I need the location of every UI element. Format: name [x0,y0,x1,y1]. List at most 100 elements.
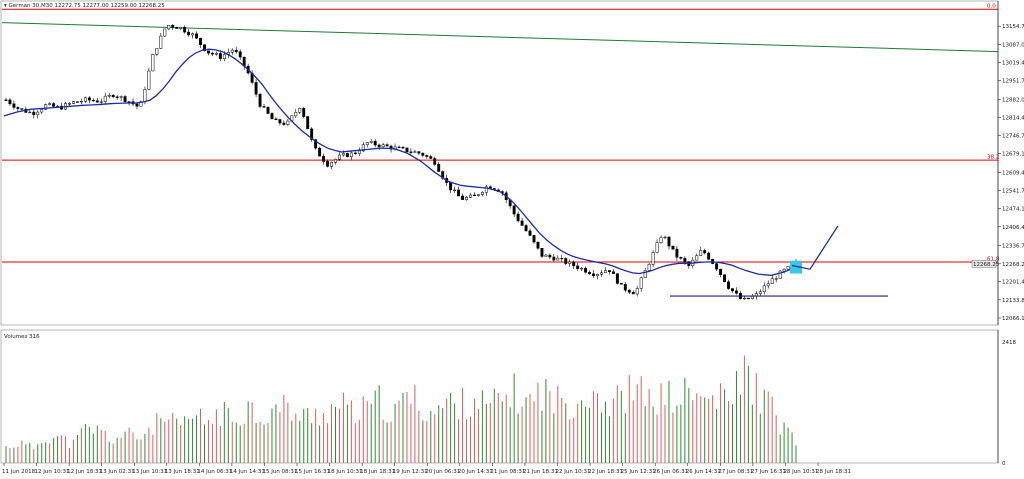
candle-body [528,230,532,236]
candle-body [155,48,159,55]
time-tick-label: 28 Jun 10:31 [783,469,818,475]
candle-body [532,235,536,243]
candle-body [16,107,20,109]
candle-body [218,53,222,59]
candle-body [203,44,206,52]
price-tick-label: 13154.70 [1002,24,1024,30]
candle-body [465,197,468,200]
volume-title: Volumes 316 [4,334,40,340]
candle-body [68,103,71,105]
candle-body [663,236,667,239]
candle-body [338,154,341,160]
candle-body [675,248,679,258]
candle-body [476,194,480,196]
time-tick-label: 18 Jun 10:31 [328,469,363,475]
candle-body [345,153,349,158]
price-tick-label: 12336.75 [1002,243,1024,249]
time-tick-label: 22 Jun 10:31 [556,469,591,475]
candle-body [520,220,524,226]
candle-body [167,24,171,30]
candle-body [127,101,131,103]
candle-body [318,147,322,157]
candle-body [647,263,651,271]
time-tick-label: 12 Jun 10:31 [35,469,70,475]
candle-body [631,291,635,295]
time-tick-label: 27 Jun 08:31 [718,469,753,475]
candle-body [544,254,548,257]
candle-body [330,162,333,167]
candle-body [568,261,572,264]
candle-body [214,53,218,55]
fib-level-label: 0.0 [987,4,996,10]
candle-body [778,270,782,279]
candle-body [409,151,413,153]
moving-average-line [3,48,799,276]
candle-body [604,270,607,274]
candle-body [774,278,778,280]
time-tick-label: 20 Jun 06:31 [425,469,460,475]
price-tick-label: 12474.10 [1002,207,1024,213]
candle-body [715,263,719,270]
candle-body [302,108,306,117]
candle-body [266,106,270,114]
candle-body [199,37,202,45]
price-axis: 13154.70 13087.00 13019.40 12951.75 12882.05… [971,1,1024,325]
candle-body [413,151,417,153]
candle-body [623,283,627,291]
candle-body [381,144,385,148]
candle-body [36,111,40,116]
candle-body [707,252,711,260]
candle-body [4,99,8,101]
candle-body [377,144,381,148]
volume-tick-label: 2418 [1002,340,1016,346]
candle-body [766,283,770,287]
candle-body [421,152,425,156]
candle-body [437,164,441,172]
candle-body [615,273,619,284]
candle-body [461,195,464,200]
candle-body [44,104,48,110]
candle-body [230,49,234,53]
candle-body [484,186,488,193]
price-tick-label: 12951.75 [1002,79,1024,85]
candle-body [234,49,238,52]
price-tick-label: 13087.00 [1002,42,1024,48]
candle-body [123,96,127,102]
price-tick-label: 12814.40 [1002,115,1024,121]
candle-body [607,270,611,272]
candle-body [659,237,663,243]
candle-body [159,35,163,49]
moving-average [3,48,799,276]
projection-path [791,225,839,270]
candle-body [635,288,639,295]
time-tick-label: 13 Jun 18:31 [165,469,200,475]
candle-body [48,103,52,105]
time-tick-label: 18 Jun 18:31 [360,469,395,475]
candle-body [619,283,623,285]
candle-body [592,273,595,277]
highlight-box [790,260,802,274]
price-tick-label: 12609.40 [1002,170,1024,176]
candle-body [341,153,345,156]
candle-body [32,111,36,116]
candle-body [278,119,282,124]
candle-body [254,82,258,95]
candle-body [564,258,568,264]
candle-body [163,28,167,37]
candle-body [651,252,655,265]
candle-body [326,161,330,167]
candle-body [758,291,762,294]
candle-body [727,281,730,289]
candle-body [40,109,44,113]
candle-body [611,271,615,274]
candle-body [457,189,461,197]
candle-body [433,158,437,165]
candle-body [596,274,599,277]
candle-body [397,146,401,149]
fibonacci-levels: 0.0 38.2 61.8 [2,4,1000,263]
candle-body [723,274,727,283]
volume-bars [5,355,797,463]
candle-body [770,278,774,284]
